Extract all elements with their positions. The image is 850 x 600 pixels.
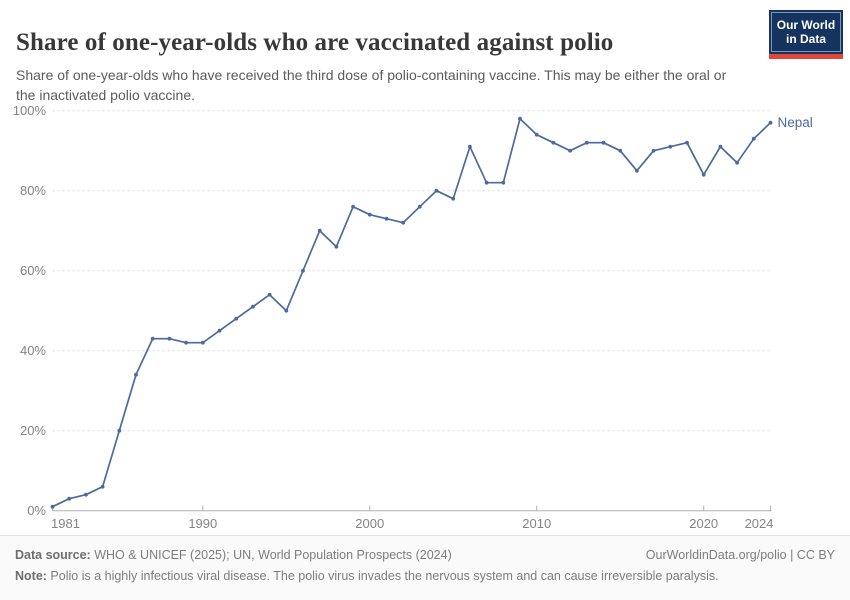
series-line: [51, 117, 772, 508]
data-point: [751, 136, 756, 141]
data-source-label: Data source:: [15, 548, 91, 562]
data-point: [384, 216, 389, 221]
data-source-value: WHO & UNICEF (2025); UN, World Populatio…: [90, 548, 452, 562]
x-tick-label: 2000: [355, 516, 384, 531]
y-tick-label: 80%: [20, 183, 46, 198]
data-point: [251, 304, 255, 309]
data-point: [501, 180, 506, 185]
data-point: [601, 140, 606, 145]
y-tick-label: 20%: [20, 423, 46, 438]
data-point: [685, 140, 689, 145]
data-point: [50, 504, 55, 509]
x-tick-label: 2010: [522, 516, 551, 531]
series-end-label: Nepal: [778, 115, 813, 130]
x-tick-label: 1981: [51, 516, 80, 531]
data-point: [117, 428, 122, 433]
data-point: [334, 244, 339, 249]
note-text: Note: Polio is a highly infectious viral…: [15, 569, 719, 583]
data-point: [551, 140, 556, 145]
owid-logo-text: Our World in Data: [771, 12, 841, 52]
x-tick-label: 2024: [745, 516, 774, 531]
data-point: [635, 168, 639, 173]
chart-footer: Data source: WHO & UNICEF (2025); UN, Wo…: [0, 535, 850, 600]
data-point: [451, 196, 456, 201]
owid-logo-line2: in Data: [785, 32, 826, 46]
owid-logo[interactable]: Our World in Data: [769, 10, 843, 59]
data-point: [484, 180, 489, 185]
chart-subtitle: Share of one-year-olds who have received…: [16, 67, 727, 104]
data-point: [134, 372, 138, 377]
data-point: [651, 148, 656, 153]
y-tick-label: 100%: [13, 103, 47, 118]
license-link[interactable]: OurWorldinData.org/polio | CC BY: [645, 548, 835, 562]
data-point: [67, 496, 72, 501]
chart-area: 0% 20% 40% 60% 80% 100% 1981 1990 2000 2010 2020 20…: [0, 95, 850, 535]
data-point: [468, 144, 472, 149]
data-point: [167, 336, 172, 341]
data-point: [100, 484, 105, 489]
owid-logo-line1: Our World: [776, 17, 836, 32]
data-point: [701, 172, 706, 177]
data-point: [518, 116, 522, 121]
x-tick-label: 2020: [689, 516, 718, 531]
data-point: [284, 308, 289, 313]
note-label: Note:: [15, 569, 47, 584]
data-point: [184, 340, 189, 345]
data-point: [234, 316, 239, 321]
note-value: Polio is a highly infectious viral disea…: [46, 569, 719, 584]
data-source-text: Data source: WHO & UNICEF (2025); UN, Wo…: [15, 546, 452, 564]
data-point: [301, 268, 305, 273]
data-point: [150, 336, 155, 341]
data-point: [84, 492, 88, 497]
y-tick-label: 60%: [20, 263, 46, 278]
data-point: [267, 292, 272, 297]
data-point: [200, 340, 205, 345]
data-point: [768, 120, 773, 125]
y-tick-label: 0%: [27, 503, 46, 518]
page-title: Share of one-year-olds who are vaccinate…: [16, 28, 614, 56]
data-point: [434, 188, 439, 193]
data-point: [735, 160, 739, 165]
y-tick-label: 40%: [20, 343, 46, 358]
x-tick-label: 1990: [188, 516, 217, 531]
data-point: [718, 144, 723, 149]
data-point: [584, 140, 589, 145]
data-point: [317, 228, 322, 233]
data-point: [534, 132, 539, 137]
data-point: [417, 204, 422, 209]
data-point: [217, 328, 222, 333]
data-point: [568, 148, 572, 153]
data-point: [367, 212, 372, 217]
data-point: [351, 204, 355, 209]
data-point: [618, 148, 623, 153]
line-chart-svg: 0% 20% 40% 60% 80% 100% 1981 1990 2000 2010 2020 20…: [13, 103, 813, 531]
data-point: [401, 220, 406, 225]
data-point: [668, 144, 673, 149]
